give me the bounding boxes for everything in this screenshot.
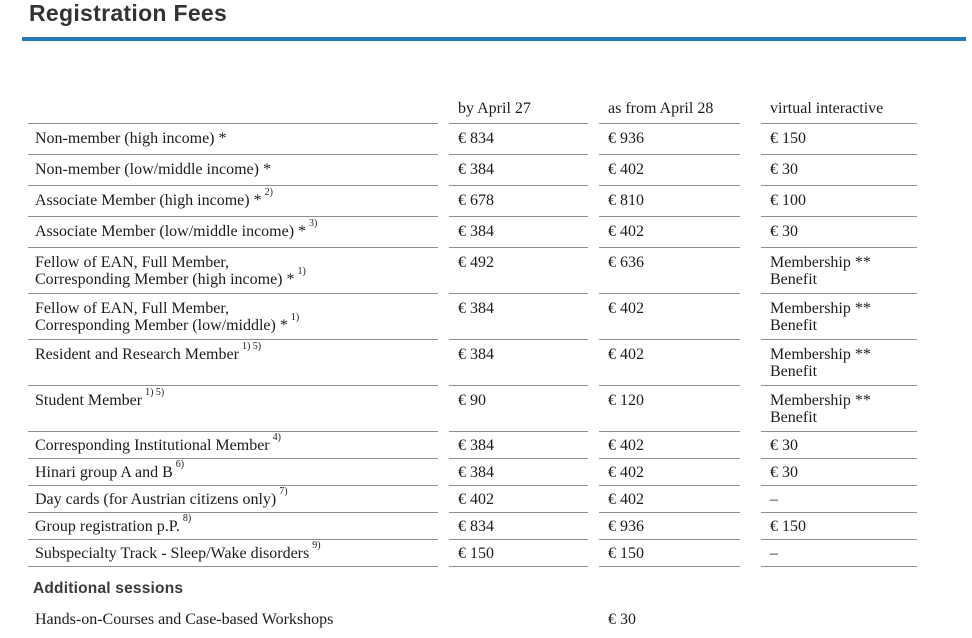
additional-sessions-heading: Additional sessions [33,580,184,597]
fee-by-april27: € 834 [449,513,588,540]
fee-virtual: € 150 [761,513,917,540]
row-category: Group registration p.P. [35,518,180,535]
row-footnote-marker: 4) [272,431,281,443]
additional-session-fee: € 30 [608,611,636,628]
row-footnote-marker: 8) [182,512,192,524]
fee-from-april28: € 402 [599,459,740,486]
table-row: Subspecialty Track - Sleep/Wake disorder… [28,540,917,567]
row-category: Associate Member (high income) * [35,192,262,209]
fee-by-april27: € 384 [449,294,588,340]
table-row: Hinari group A and B 6) € 384 € 402 € 30 [28,459,917,486]
table-row: Student Member 1) 5) € 90 € 120 Membershi… [28,386,917,432]
row-category: Subspecialty Track - Sleep/Wake disorder… [35,545,310,562]
fee-from-april28: € 402 [599,155,740,186]
fee-virtual: € 150 [761,124,917,155]
row-footnote-marker: 1) 5) [145,386,165,398]
row-category: Fellow of EAN, Full Member, Correspondin… [35,300,288,334]
row-category: Associate Member (low/middle income) * [35,223,307,240]
row-category: Non-member (low/middle income) * [35,161,271,178]
fee-virtual: – [761,486,917,513]
fee-from-april28: € 936 [599,124,740,155]
table-row: Fellow of EAN, Full Member, Correspondin… [28,294,917,340]
row-category: Resident and Research Member [35,346,239,363]
fee-from-april28: € 402 [599,217,740,248]
fee-by-april27: € 402 [449,486,588,513]
fee-from-april28: € 402 [599,432,740,459]
fee-from-april28: € 936 [599,513,740,540]
row-footnote-marker: 1) [297,265,306,277]
fee-from-april28: € 402 [599,486,740,513]
additional-session-row: Hands-on-Courses and Case-based Workshop… [28,605,917,635]
row-footnote-marker: 2) [264,186,273,198]
fee-virtual: € 30 [761,217,917,248]
header-category-empty [28,95,438,124]
fee-from-april28: € 150 [599,540,740,567]
row-category: Day cards (for Austrian citizens only) [35,491,277,508]
fee-from-april28: € 402 [599,340,740,386]
table-row: Associate Member (high income) * 2) € 678… [28,186,917,217]
fee-virtual: Membership ** Benefit [761,386,917,432]
row-category: Fellow of EAN, Full Member, Correspondin… [35,254,295,288]
row-category: Hinari group A and B [35,464,173,481]
fee-by-april27: € 150 [449,540,588,567]
fee-from-april28: € 636 [599,248,740,294]
table-row: Non-member (high income) * € 834 € 936 €… [28,124,917,155]
fee-by-april27: € 384 [449,155,588,186]
fee-from-april28: € 120 [599,386,740,432]
fee-by-april27: € 384 [449,432,588,459]
table-row: Associate Member (low/middle income) * 3)… [28,217,917,248]
accent-divider-rule [22,37,966,41]
table-row: Non-member (low/middle income) * € 384 €… [28,155,917,186]
fee-by-april27: € 834 [449,124,588,155]
header-col-from-april28: as from April 28 [599,95,740,124]
row-footnote-marker: 3) [309,217,318,229]
table-row: Group registration p.P. 8) € 834 € 936 € … [28,513,917,540]
fee-by-april27: € 90 [449,386,588,432]
fee-by-april27: € 384 [449,340,588,386]
header-col-virtual: virtual interactive [761,95,917,124]
additional-session-spacer [449,605,588,635]
fee-from-april28: € 402 [599,294,740,340]
row-category: Student Member [35,392,143,409]
fee-virtual: Membership ** Benefit [761,294,917,340]
header-col-by-april27: by April 27 [449,95,588,124]
fee-virtual: € 100 [761,186,917,217]
row-category: Corresponding Institutional Member [35,437,270,454]
table-row: Resident and Research Member 1) 5) € 384 … [28,340,917,386]
fee-virtual: € 30 [761,432,917,459]
row-footnote-marker: 1) 5) [241,340,262,352]
row-footnote-marker: 1) [290,311,300,323]
fee-by-april27: € 384 [449,217,588,248]
table-row: Corresponding Institutional Member 4) € 3… [28,432,917,459]
row-footnote-marker: 9) [312,539,321,551]
fee-by-april27: € 492 [449,248,588,294]
row-footnote-marker: 7) [279,485,288,497]
fee-from-april28: € 810 [599,186,740,217]
fee-by-april27: € 678 [449,186,588,217]
additional-session-label: Hands-on-Courses and Case-based Workshop… [35,611,334,628]
table-header-row: by April 27 as from April 28 virtual int… [28,95,917,124]
table-row: Day cards (for Austrian citizens only) 7)… [28,486,917,513]
page-title: Registration Fees [29,0,228,26]
fee-virtual: € 30 [761,155,917,186]
fees-table: by April 27 as from April 28 virtual int… [28,95,917,567]
row-category: Non-member (high income) * [35,130,227,147]
fee-virtual: Membership ** Benefit [761,340,917,386]
row-footnote-marker: 6) [175,458,185,470]
table-row: Fellow of EAN, Full Member, Correspondin… [28,248,917,294]
fee-virtual: Membership ** Benefit [761,248,917,294]
fee-virtual: – [761,540,917,567]
fee-by-april27: € 384 [449,459,588,486]
fee-virtual: € 30 [761,459,917,486]
